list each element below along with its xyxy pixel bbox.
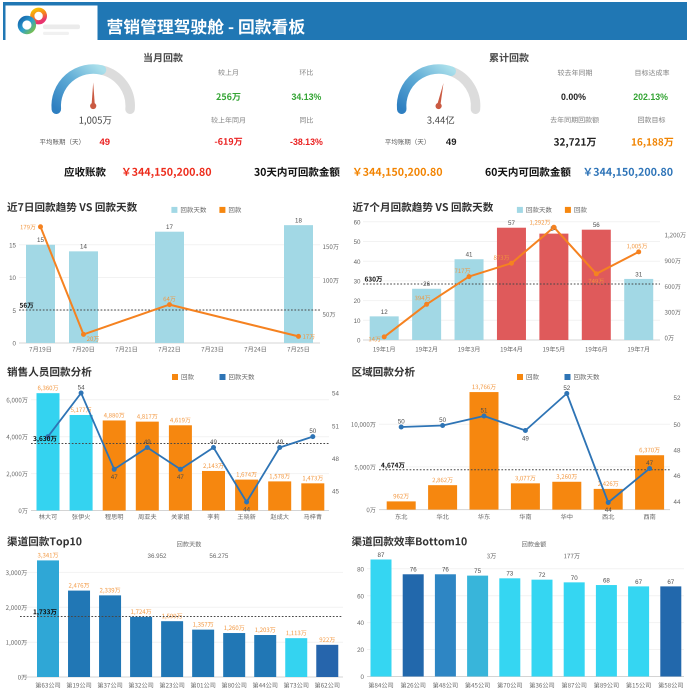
svg-text:47: 47 bbox=[646, 460, 653, 467]
svg-text:60: 60 bbox=[357, 593, 364, 600]
svg-text:51: 51 bbox=[332, 423, 339, 430]
svg-text:48: 48 bbox=[332, 456, 339, 463]
svg-text:47: 47 bbox=[177, 474, 184, 481]
svg-text:68: 68 bbox=[603, 577, 610, 584]
svg-text:10: 10 bbox=[9, 275, 16, 282]
svg-text:41: 41 bbox=[466, 252, 473, 259]
svg-text:44: 44 bbox=[243, 506, 250, 513]
svg-text:48: 48 bbox=[674, 447, 681, 454]
svg-text:60: 60 bbox=[354, 219, 361, 226]
svg-text:14: 14 bbox=[80, 244, 87, 251]
svg-text:49: 49 bbox=[210, 439, 217, 446]
svg-text:54: 54 bbox=[78, 385, 85, 392]
svg-text:5: 5 bbox=[13, 308, 17, 315]
svg-text:15: 15 bbox=[9, 242, 16, 249]
svg-text:87: 87 bbox=[378, 552, 385, 559]
svg-text:0: 0 bbox=[13, 341, 17, 348]
svg-text:20: 20 bbox=[354, 298, 361, 305]
svg-text:0: 0 bbox=[361, 674, 365, 681]
svg-text:76: 76 bbox=[410, 567, 417, 574]
svg-text:-38.13%: -38.13% bbox=[290, 137, 323, 147]
svg-text:36.952: 36.952 bbox=[148, 553, 167, 560]
svg-text:44: 44 bbox=[674, 499, 681, 506]
svg-text:45: 45 bbox=[332, 489, 339, 496]
svg-text:56: 56 bbox=[593, 222, 600, 229]
svg-text:57: 57 bbox=[508, 220, 515, 227]
svg-text:72: 72 bbox=[539, 572, 546, 579]
svg-text:51: 51 bbox=[481, 408, 488, 415]
svg-text:49: 49 bbox=[276, 439, 283, 446]
svg-text:30: 30 bbox=[354, 279, 361, 286]
svg-text:31: 31 bbox=[635, 271, 642, 278]
svg-text:202.13%: 202.13% bbox=[633, 92, 668, 102]
svg-text:10: 10 bbox=[354, 318, 361, 325]
svg-text:50: 50 bbox=[398, 419, 405, 426]
svg-text:52: 52 bbox=[674, 395, 681, 402]
svg-text:46: 46 bbox=[674, 473, 681, 480]
svg-text:52: 52 bbox=[563, 385, 570, 392]
svg-text:50: 50 bbox=[439, 417, 446, 424]
svg-text:70: 70 bbox=[571, 575, 578, 582]
svg-text:56.275: 56.275 bbox=[209, 553, 228, 560]
svg-text:75: 75 bbox=[474, 568, 481, 575]
svg-text:76: 76 bbox=[442, 567, 449, 574]
svg-text:44: 44 bbox=[605, 507, 612, 514]
svg-text:26: 26 bbox=[423, 281, 430, 288]
svg-text:50: 50 bbox=[309, 428, 316, 435]
svg-text:50: 50 bbox=[354, 239, 361, 246]
svg-text:67: 67 bbox=[635, 579, 642, 586]
svg-text:17: 17 bbox=[166, 224, 173, 231]
svg-text:50: 50 bbox=[674, 422, 681, 429]
svg-text:47: 47 bbox=[111, 474, 118, 481]
svg-text:49: 49 bbox=[100, 137, 111, 148]
svg-text:0.00%: 0.00% bbox=[561, 92, 586, 102]
svg-text:49: 49 bbox=[522, 435, 529, 442]
svg-text:0: 0 bbox=[357, 338, 361, 345]
svg-text:73: 73 bbox=[506, 571, 513, 578]
svg-text:54: 54 bbox=[332, 391, 339, 398]
svg-text:49: 49 bbox=[144, 439, 151, 446]
svg-text:80: 80 bbox=[357, 566, 364, 573]
svg-text:15: 15 bbox=[37, 237, 44, 244]
svg-text:20: 20 bbox=[357, 647, 364, 654]
svg-text:40: 40 bbox=[357, 620, 364, 627]
svg-text:40: 40 bbox=[354, 259, 361, 266]
svg-text:49: 49 bbox=[446, 137, 457, 148]
svg-text:34.13%: 34.13% bbox=[291, 92, 321, 102]
svg-text:67: 67 bbox=[667, 579, 674, 586]
svg-text:18: 18 bbox=[295, 218, 302, 225]
svg-text:12: 12 bbox=[381, 309, 388, 316]
